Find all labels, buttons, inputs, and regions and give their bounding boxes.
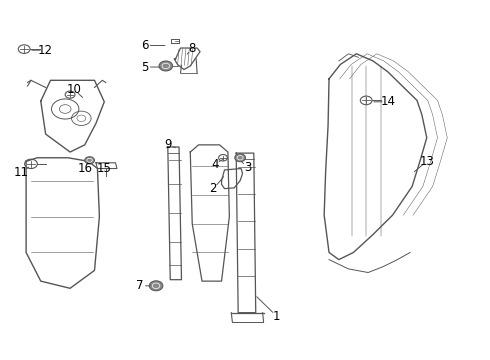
Text: 2: 2 <box>210 183 217 195</box>
Text: 9: 9 <box>164 138 171 151</box>
Circle shape <box>149 281 163 291</box>
Text: 15: 15 <box>97 162 112 175</box>
Text: 3: 3 <box>244 161 251 174</box>
Text: 6: 6 <box>141 39 148 52</box>
Text: 4: 4 <box>211 158 219 171</box>
Text: 12: 12 <box>38 44 53 57</box>
Circle shape <box>235 154 245 162</box>
Text: 7: 7 <box>136 279 144 292</box>
Text: 1: 1 <box>273 310 280 323</box>
Text: 11: 11 <box>14 166 29 179</box>
Text: 16: 16 <box>77 162 92 175</box>
Text: 14: 14 <box>380 95 395 108</box>
Text: 13: 13 <box>419 155 434 168</box>
Text: 10: 10 <box>67 83 81 96</box>
Text: 5: 5 <box>141 60 148 73</box>
Circle shape <box>85 157 95 164</box>
Circle shape <box>159 61 172 71</box>
Text: 8: 8 <box>189 41 196 54</box>
